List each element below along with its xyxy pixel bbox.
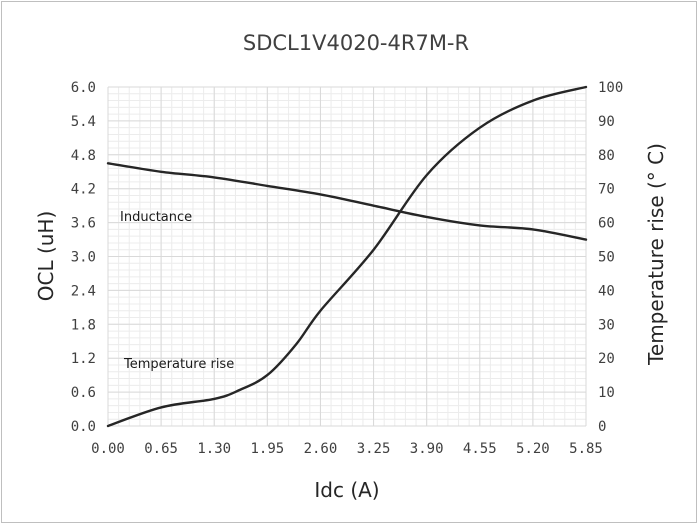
- x-tick-label: 5.85: [569, 441, 603, 457]
- y2-axis-title: Temperature rise (° C): [644, 143, 668, 366]
- tick-labels: 0.00 0.65 1.30 1.95 2.60 3.25 3.90 4.55 5.20 5.85…: [71, 80, 624, 457]
- y-tick-label: 5.4: [71, 114, 96, 130]
- x-tick-label: 3.90: [410, 441, 444, 457]
- y-axis-title: OCL (uH): [34, 211, 58, 302]
- y-tick-label: 4.8: [71, 148, 96, 164]
- y2-tick-label: 70: [598, 182, 615, 198]
- y-tick-label: 0.0: [71, 419, 96, 435]
- x-tick-label: 0.65: [144, 441, 178, 457]
- x-tick-label: 1.30: [197, 441, 231, 457]
- y2-tick-label: 60: [598, 216, 615, 232]
- temperature-rise-label: Temperature rise: [123, 357, 234, 372]
- y2-tick-label: 20: [598, 351, 615, 367]
- chart-title: SDCL1V4020-4R7M-R: [243, 31, 469, 55]
- series-layer: [106, 85, 588, 428]
- y-tick-label: 4.2: [71, 182, 96, 198]
- y2-tick-label: 80: [598, 148, 615, 164]
- x-tick-label: 1.95: [250, 441, 284, 457]
- grid: [107, 86, 587, 427]
- x-tick-label: 2.60: [304, 441, 338, 457]
- y-tick-label: 1.8: [71, 317, 96, 333]
- y-tick-label: 3.0: [71, 250, 96, 266]
- y2-tick-label: 10: [598, 385, 615, 401]
- y-tick-label: 1.2: [71, 351, 96, 367]
- y2-tick-label: 30: [598, 317, 615, 333]
- y2-tick-label: 40: [598, 283, 615, 299]
- x-tick-label: 4.55: [463, 441, 497, 457]
- y-tick-label: 6.0: [71, 80, 96, 96]
- y2-tick-label: 90: [598, 114, 615, 130]
- x-tick-label: 5.20: [516, 441, 550, 457]
- y2-tick-label: 0: [598, 419, 606, 435]
- x-tick-label: 3.25: [357, 441, 391, 457]
- y-tick-label: 2.4: [71, 283, 96, 299]
- inductance-series-line: [106, 162, 588, 241]
- y2-tick-label: 100: [598, 80, 623, 96]
- y-tick-label: 3.6: [71, 216, 96, 232]
- x-tick-label: 0.00: [91, 441, 125, 457]
- y-tick-label: 0.6: [71, 385, 96, 401]
- inductance-label: Inductance: [120, 210, 192, 225]
- y2-tick-label: 50: [598, 250, 615, 266]
- x-axis-title: Idc (A): [314, 478, 379, 502]
- temperature-rise-series-line: [106, 85, 588, 428]
